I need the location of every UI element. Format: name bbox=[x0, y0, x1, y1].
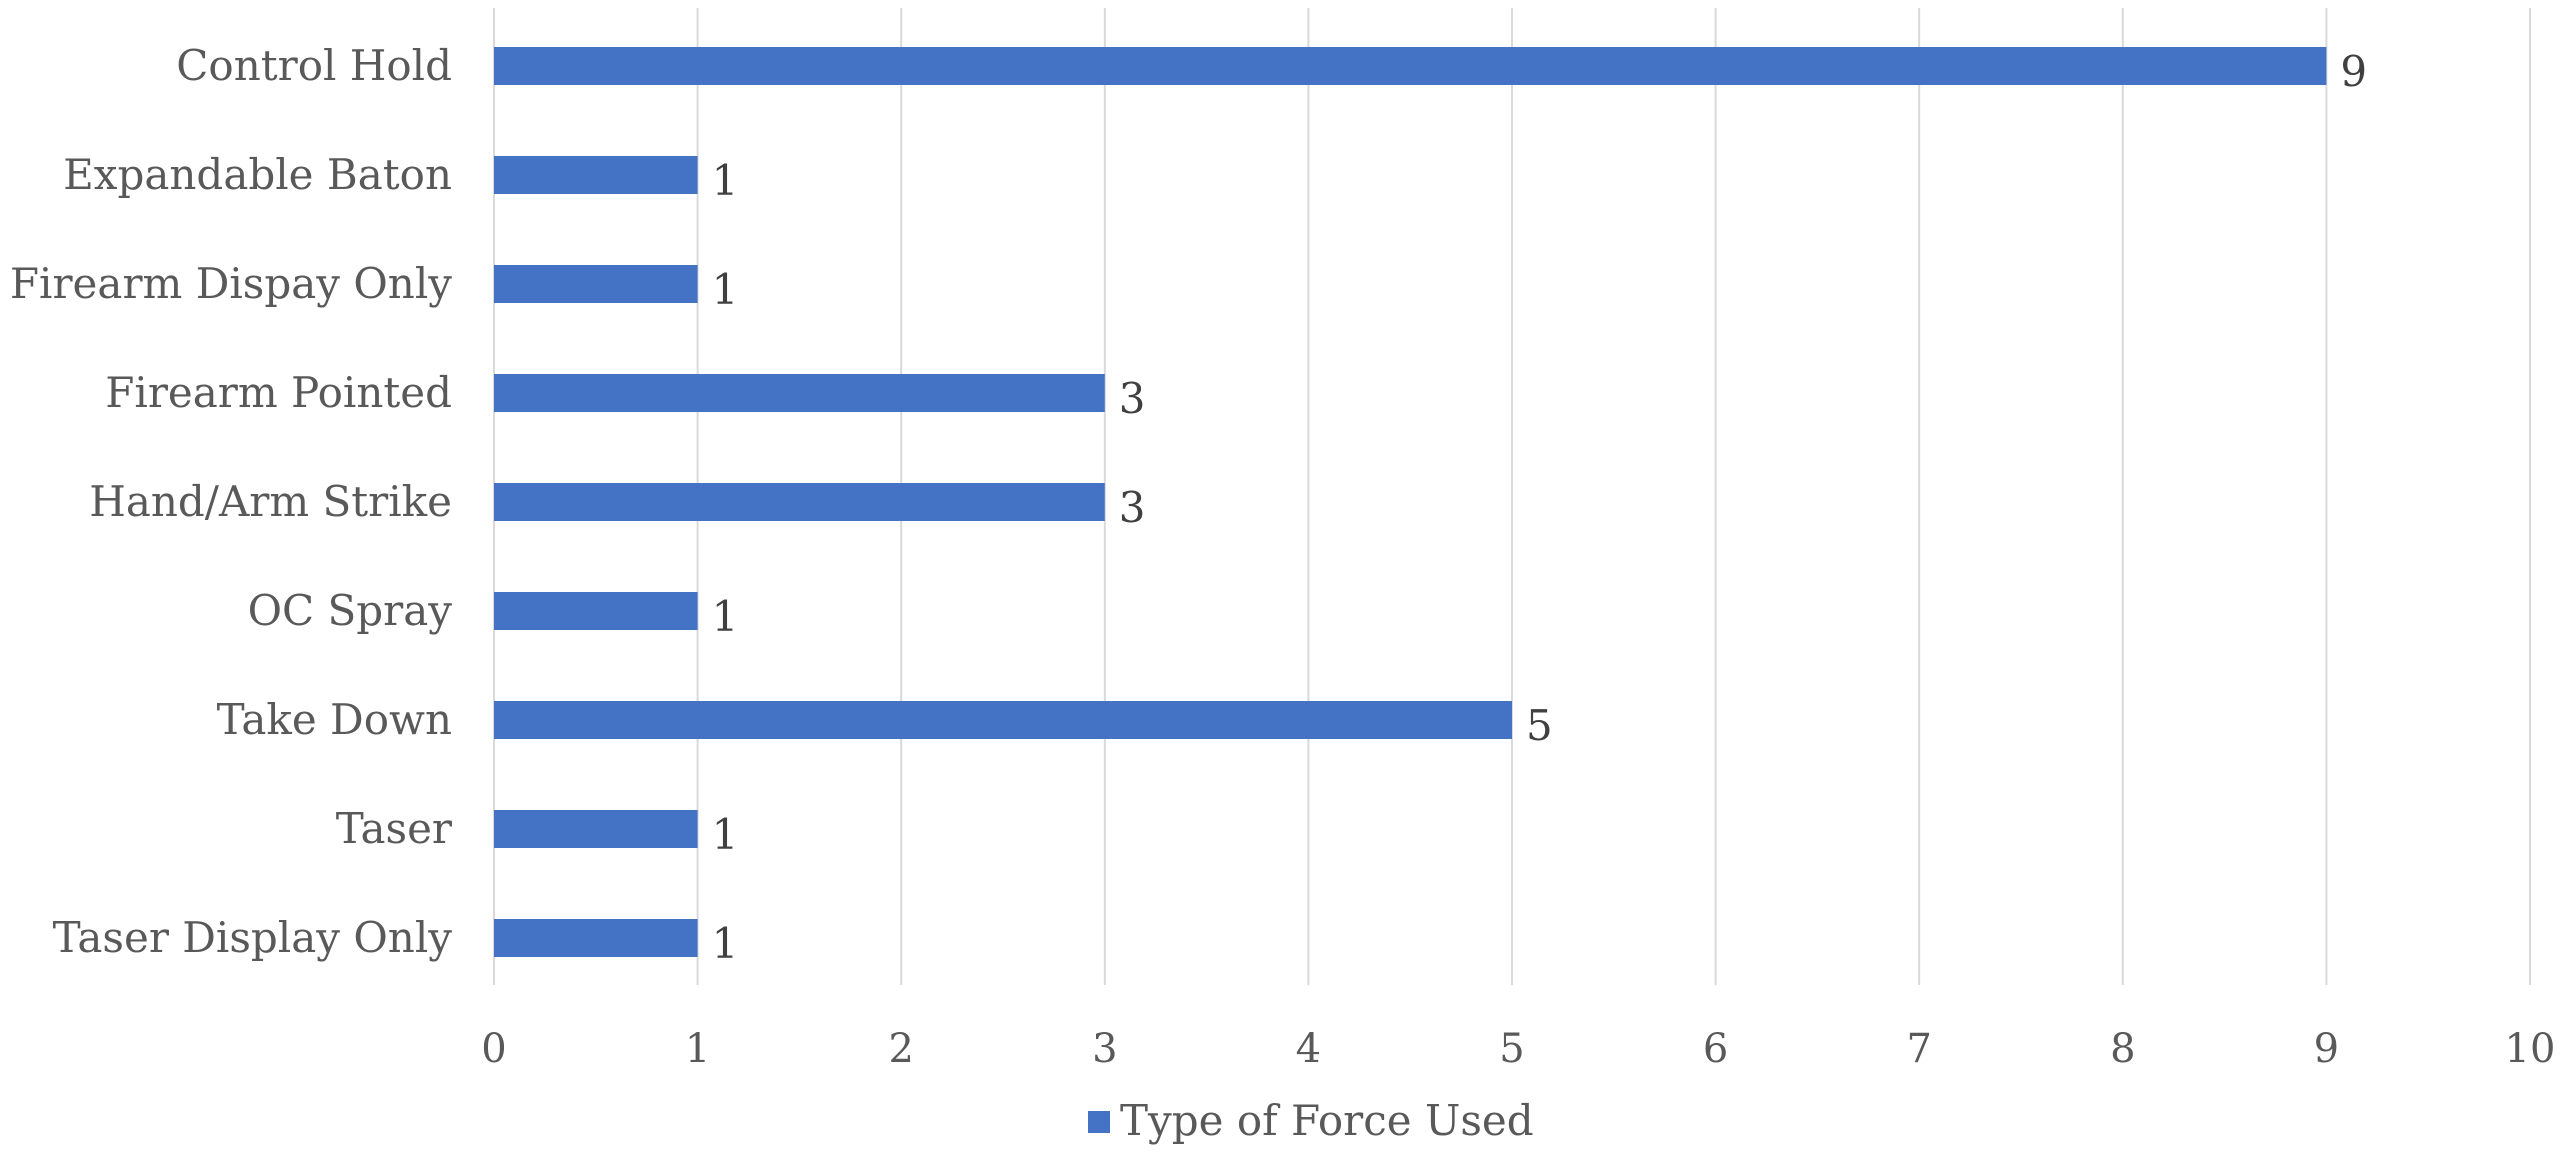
category-label: Expandable Baton bbox=[63, 150, 452, 199]
data-label: 1 bbox=[712, 156, 739, 205]
data-label: 9 bbox=[2340, 47, 2367, 96]
data-label: 3 bbox=[1119, 374, 1146, 423]
data-label: 1 bbox=[712, 810, 739, 859]
category-label: Taser Display Only bbox=[53, 913, 453, 962]
bar-hand-arm-strike bbox=[494, 483, 1105, 521]
bar-oc-spray bbox=[494, 592, 698, 630]
x-tick-label: 6 bbox=[1703, 1026, 1728, 1072]
bars bbox=[494, 47, 2327, 957]
category-label: Firearm Pointed bbox=[105, 368, 452, 417]
labels: 0 1 2 3 4 5 6 7 8 9 10 Control Hold 9 Expandable Bato… bbox=[10, 41, 2556, 1072]
category-label: Take Down bbox=[217, 695, 452, 744]
bar-take-down bbox=[494, 701, 1512, 739]
x-tick-label: 9 bbox=[2314, 1026, 2339, 1072]
x-tick-label: 8 bbox=[2110, 1026, 2135, 1072]
x-tick-label: 10 bbox=[2505, 1026, 2556, 1072]
bar-taser bbox=[494, 810, 698, 848]
data-label: 1 bbox=[712, 265, 739, 314]
x-tick-label: 3 bbox=[1092, 1026, 1117, 1072]
category-label: Control Hold bbox=[176, 41, 452, 90]
x-tick-label: 1 bbox=[685, 1026, 710, 1072]
data-label: 1 bbox=[712, 919, 739, 968]
x-tick-label: 7 bbox=[1906, 1026, 1931, 1072]
bar-taser-display-only bbox=[494, 919, 698, 957]
category-label: OC Spray bbox=[248, 586, 453, 635]
legend-label: Type of Force Used bbox=[1120, 1096, 1534, 1145]
bar-expandable-baton bbox=[494, 156, 698, 194]
x-tick-label: 2 bbox=[888, 1026, 913, 1072]
legend-swatch bbox=[1088, 1111, 1110, 1133]
data-label: 3 bbox=[1119, 483, 1146, 532]
bar-firearm-pointed bbox=[494, 374, 1105, 412]
legend: Type of Force Used bbox=[1088, 1096, 1534, 1145]
category-label: Firearm Dispay Only bbox=[10, 259, 452, 308]
x-tick-label: 5 bbox=[1499, 1026, 1524, 1072]
category-label: Hand/Arm Strike bbox=[89, 477, 452, 526]
x-tick-label: 4 bbox=[1296, 1026, 1321, 1072]
data-label: 5 bbox=[1526, 701, 1553, 750]
data-label: 1 bbox=[712, 592, 739, 641]
bar-control-hold bbox=[494, 47, 2327, 85]
category-label: Taser bbox=[336, 804, 453, 853]
x-tick-label: 0 bbox=[481, 1026, 506, 1072]
bar-firearm-dispay-only bbox=[494, 265, 698, 303]
